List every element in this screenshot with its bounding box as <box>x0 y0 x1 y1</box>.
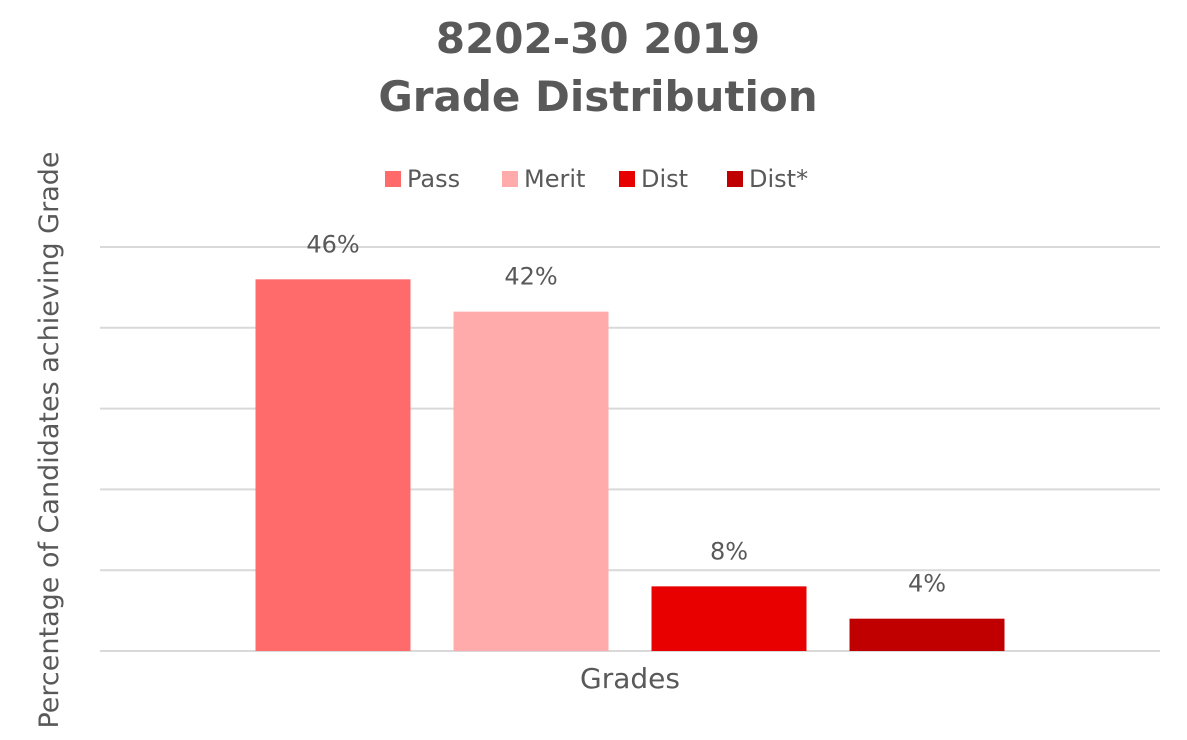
data-label: 4% <box>908 570 946 598</box>
legend-swatch <box>619 171 635 187</box>
x-tick-label: Grades <box>580 662 680 695</box>
bar <box>453 311 609 651</box>
bar <box>849 618 1005 651</box>
chart-title: 8202-30 2019 Grade Distribution <box>378 14 818 121</box>
legend-label: Pass <box>407 165 460 193</box>
legend-label: Dist <box>641 165 688 193</box>
y-axis-label: Percentage of Candidates achieving Grade <box>34 151 65 729</box>
legend-label: Merit <box>524 165 585 193</box>
data-label: 8% <box>710 537 748 565</box>
legend-label: Dist* <box>749 165 808 193</box>
legend-swatch <box>385 171 401 187</box>
bar <box>651 586 807 651</box>
data-label: 42% <box>504 263 557 291</box>
bar <box>255 279 411 651</box>
legend-swatch <box>727 171 743 187</box>
data-label: 46% <box>306 230 359 258</box>
legend-swatch <box>502 171 518 187</box>
